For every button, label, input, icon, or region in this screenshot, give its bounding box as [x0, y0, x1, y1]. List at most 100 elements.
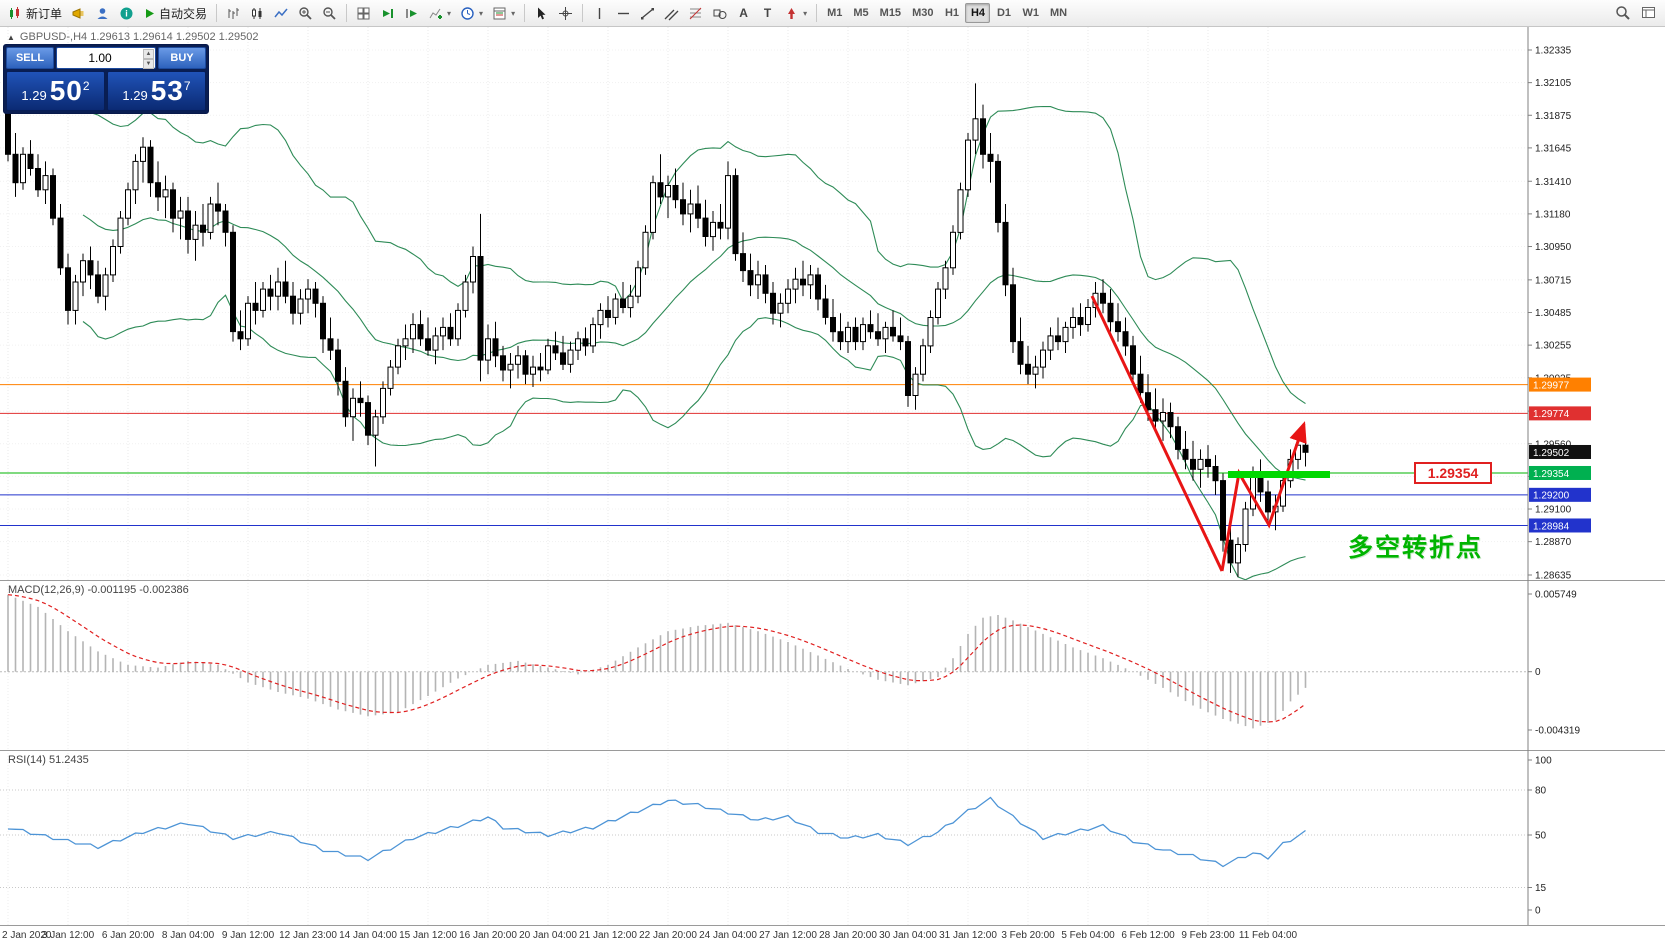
- time-axis-label: 31 Jan 12:00: [939, 930, 997, 941]
- sell-price-button[interactable]: 1.29 50 2: [6, 71, 105, 111]
- crosshair-icon: [559, 6, 573, 20]
- horizontal-line-tool-button[interactable]: [612, 2, 635, 24]
- new-order-button[interactable]: 新订单: [4, 2, 66, 24]
- community-button[interactable]: i: [115, 2, 138, 24]
- profile-icon: [97, 7, 108, 19]
- fibonacci-tool-button[interactable]: [684, 2, 707, 24]
- buy-button[interactable]: BUY: [158, 47, 206, 69]
- time-axis[interactable]: 2 Jan 2020 3 Jan 12:00 6 Jan 20:00 8 Jan 04…: [0, 925, 1665, 950]
- timeframe-m5-button[interactable]: M5: [853, 7, 869, 19]
- price-chart-canvas[interactable]: 1.32335 1.32105 1.31875 1.31645 1.31410 1.311…: [0, 27, 1665, 580]
- volume-increase-button[interactable]: ▲: [143, 49, 154, 59]
- time-axis-label: 8 Jan 04:00: [161, 930, 215, 941]
- svg-text:100: 100: [1535, 756, 1552, 767]
- vertical-line-tool-button[interactable]: [588, 2, 611, 24]
- buy-price-prefix: 1.29: [122, 88, 148, 103]
- dropdown-caret-icon: ▾: [447, 8, 452, 18]
- volume-decrease-button[interactable]: ▼: [143, 59, 154, 69]
- time-axis-label: 20 Jan 04:00: [519, 930, 577, 941]
- arrows-tool-button[interactable]: ▾: [780, 2, 811, 24]
- collapse-icon[interactable]: ▲: [7, 32, 15, 42]
- search-button[interactable]: [1611, 2, 1635, 24]
- bar-chart-icon: [228, 7, 240, 19]
- svg-text:15: 15: [1535, 883, 1547, 894]
- auto-trading-button[interactable]: 自动交易: [139, 2, 211, 24]
- price-callout[interactable]: 1.29354: [1414, 462, 1492, 484]
- reversal-zigzag-arrow: [1220, 421, 1307, 572]
- sell-button[interactable]: SELL: [6, 47, 54, 69]
- megaphone-button[interactable]: [67, 2, 90, 24]
- timeframe-h4-button[interactable]: H4: [965, 3, 991, 23]
- main-toolbar: 新订单 i 自动交易 ▾ ▾ ▾ A T ▾ M1: [0, 0, 1665, 27]
- auto-scroll-button[interactable]: [376, 2, 399, 24]
- time-axis-label: 24 Jan 04:00: [699, 930, 757, 941]
- vertical-line-icon: [598, 7, 601, 19]
- toolbar-right-group: [1611, 2, 1661, 24]
- svg-text:1.29200: 1.29200: [1533, 491, 1570, 502]
- time-axis-label: 9 Feb 23:00: [1181, 930, 1235, 941]
- bar-chart-button[interactable]: [222, 2, 245, 24]
- downtrend-line: [1090, 295, 1224, 572]
- time-axis-label: 11 Feb 04:00: [1238, 930, 1298, 941]
- cursor-button[interactable]: [530, 2, 553, 24]
- svg-text:i: i: [125, 8, 128, 18]
- profile-button[interactable]: [91, 2, 114, 24]
- indicators-button[interactable]: ▾: [424, 2, 455, 24]
- crosshair-button[interactable]: [554, 2, 577, 24]
- periods-button[interactable]: ▾: [456, 2, 487, 24]
- rsi-indicator-label: RSI(14) 51.2435: [8, 754, 89, 766]
- buy-price-button[interactable]: 1.29 53 7: [107, 71, 206, 111]
- time-axis-label: 6 Feb 12:00: [1121, 930, 1175, 941]
- new-order-icon: [10, 6, 19, 19]
- macd-indicator-label: MACD(12,26,9) -0.001195 -0.002386: [8, 584, 189, 596]
- zoom-in-icon: [299, 6, 312, 20]
- timeframe-m30-button[interactable]: M30: [912, 7, 934, 19]
- candlestick-chart-button[interactable]: [246, 2, 269, 24]
- zoom-out-icon: [323, 6, 336, 20]
- arrow-tool-icon: [788, 7, 796, 19]
- macd-signal-line: [7, 594, 1306, 723]
- sell-price-sup: 2: [82, 78, 90, 93]
- timeframe-mn-button[interactable]: MN: [1049, 7, 1068, 19]
- text-tool-button[interactable]: A: [732, 2, 755, 24]
- svg-text:1.30255: 1.30255: [1535, 341, 1572, 352]
- chart-shift-button[interactable]: [400, 2, 423, 24]
- trendline-tool-button[interactable]: [636, 2, 659, 24]
- timeframe-h1-button[interactable]: H1: [944, 7, 959, 19]
- svg-text:1.32335: 1.32335: [1535, 46, 1572, 57]
- svg-text:0: 0: [1535, 667, 1541, 678]
- tile-windows-button[interactable]: [352, 2, 375, 24]
- volume-input[interactable]: [57, 48, 155, 68]
- timeframe-m15-button[interactable]: M15: [879, 7, 902, 19]
- horizontal-price-lines: [0, 384, 1528, 526]
- channel-tool-button[interactable]: [660, 2, 683, 24]
- templates-button[interactable]: ▾: [488, 2, 519, 24]
- macd-panel[interactable]: 0.005749 0 -0.004319: [0, 580, 1665, 750]
- shapes-tool-button[interactable]: [708, 2, 731, 24]
- chart-title: ▲ GBPUSD-,H4 1.29613 1.29614 1.29502 1.2…: [7, 31, 258, 43]
- timeframe-w1-button[interactable]: W1: [1022, 7, 1039, 19]
- svg-text:-0.004319: -0.004319: [1535, 726, 1580, 737]
- svg-text:0.005749: 0.005749: [1535, 590, 1577, 601]
- panel-layout-button[interactable]: [1637, 2, 1661, 24]
- timeframe-m1-button[interactable]: M1: [827, 7, 843, 19]
- line-chart-button[interactable]: [270, 2, 293, 24]
- zoom-in-button[interactable]: [294, 2, 317, 24]
- macd-histogram: [7, 594, 1307, 729]
- panel-layout-icon: [1642, 7, 1655, 18]
- label-tool-icon: T: [763, 6, 772, 20]
- label-tool-button[interactable]: T: [756, 2, 779, 24]
- megaphone-icon: [72, 7, 84, 19]
- volume-field: ▲ ▼: [56, 47, 156, 69]
- svg-text:1.29560: 1.29560: [1535, 439, 1572, 450]
- timeframe-d1-button[interactable]: D1: [996, 7, 1011, 19]
- time-axis-label: 14 Jan 04:00: [339, 930, 397, 941]
- auto-trading-icon: [146, 8, 155, 18]
- time-axis-label: 16 Jan 20:00: [459, 930, 517, 941]
- auto-trading-label: 自动交易: [159, 6, 208, 21]
- rsi-panel[interactable]: 100 80 50 15 0: [0, 750, 1665, 925]
- zoom-out-button[interactable]: [318, 2, 341, 24]
- horizontal-line-icon: [618, 12, 630, 14]
- trend-annotations: [1090, 295, 1330, 572]
- time-axis-label: 30 Jan 04:00: [879, 930, 937, 941]
